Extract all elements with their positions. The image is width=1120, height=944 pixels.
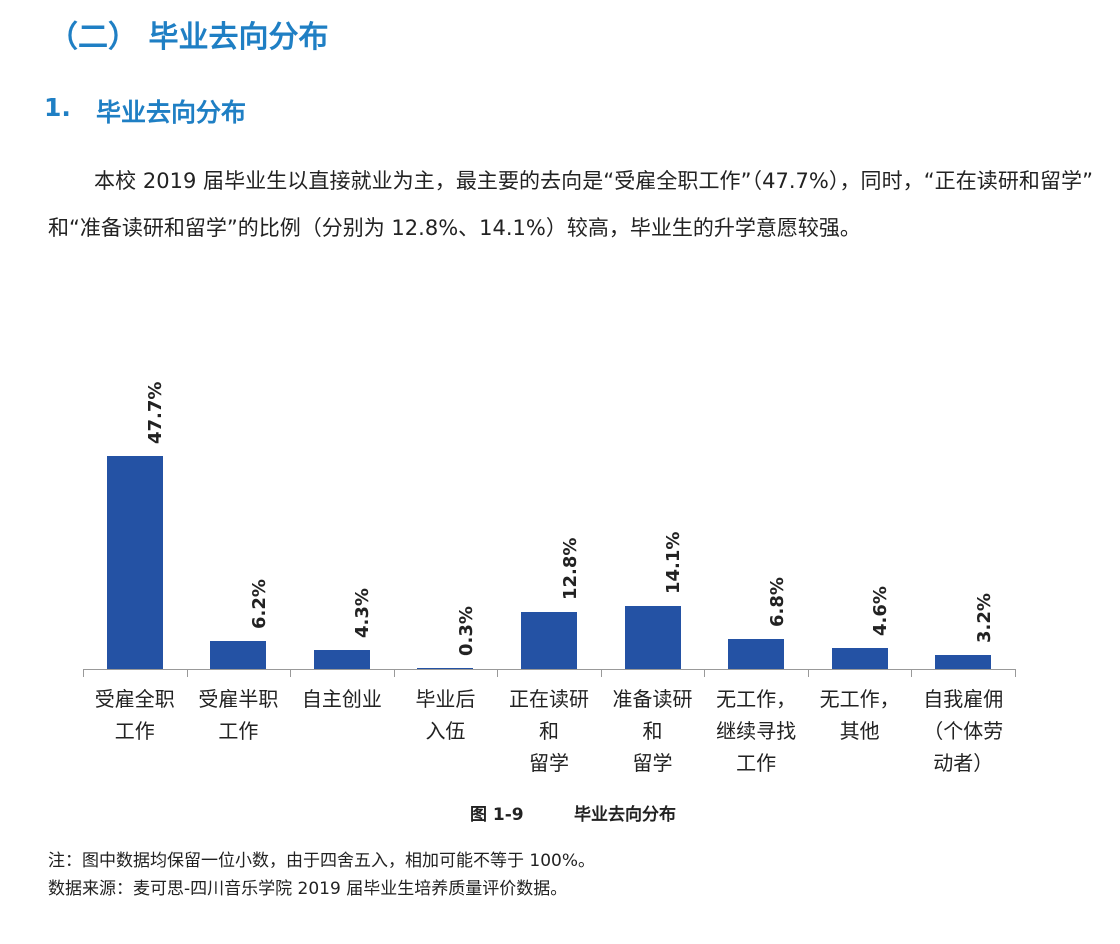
category-separator	[600, 669, 602, 677]
note: 数据来源：麦可思-四川音乐学院 2019 届毕业生培养质量评价数据。	[48, 879, 568, 899]
x-tick-label: 正在读研 和 留学	[509, 687, 589, 775]
category-separator	[911, 669, 913, 677]
bar	[624, 606, 681, 669]
section-title: （二） 毕业去向分布	[48, 20, 329, 55]
value-label: 6.2%	[248, 579, 270, 630]
bar	[417, 667, 474, 669]
value-label: 0.3%	[455, 605, 477, 656]
value-label: 4.6%	[870, 586, 892, 637]
subsection-number: 1.	[44, 93, 71, 122]
bar	[106, 456, 163, 669]
x-tick-label: 准备读研 和 留学	[612, 687, 693, 775]
category-separator	[497, 669, 499, 677]
x-tick-label: 毕业后 入伍	[415, 687, 476, 743]
x-tick-label: 无工作， 继续寻找 工作	[716, 687, 797, 775]
note: 注：图中数据均保留一位小数，由于四舍五入，相加可能不等于 100%。	[48, 851, 596, 871]
category-separator	[290, 669, 292, 677]
bar	[935, 654, 992, 669]
figure-number: 图 1-9	[470, 805, 524, 825]
value-label: 6.8%	[766, 576, 788, 627]
x-tick-label: 无工作， 其他	[819, 687, 900, 743]
category-separator	[83, 669, 84, 677]
bar	[728, 638, 785, 669]
bar	[521, 611, 577, 669]
x-tick-label: 受雇半职 工作	[198, 687, 279, 743]
figure-title: 毕业去向分布	[574, 805, 676, 825]
category-separator	[807, 669, 809, 677]
category-separator	[186, 669, 188, 677]
x-tick-label: 受雇全职 工作	[94, 687, 175, 743]
bar	[313, 649, 370, 669]
paragraph: 本校 2019 届毕业生以直接就业为主，最主要的去向是“受雇全职工作”（47.7…	[48, 169, 1093, 240]
value-label: 47.7%	[145, 381, 167, 445]
x-axis	[83, 669, 1015, 670]
bar	[210, 641, 267, 669]
x-tick-label: 自主创业	[301, 687, 382, 711]
category-separator	[704, 669, 706, 677]
subsection-title: 毕业去向分布	[96, 98, 247, 127]
value-label: 3.2%	[973, 592, 995, 643]
category-separator	[1015, 669, 1016, 677]
category-separator	[393, 669, 395, 677]
bar	[831, 648, 888, 669]
x-tick-label: 自我雇佣 （个体劳 动者）	[923, 687, 1004, 775]
value-label: 4.3%	[352, 587, 374, 638]
value-label: 14.1%	[663, 531, 685, 595]
value-label: 12.8%	[559, 537, 581, 600]
